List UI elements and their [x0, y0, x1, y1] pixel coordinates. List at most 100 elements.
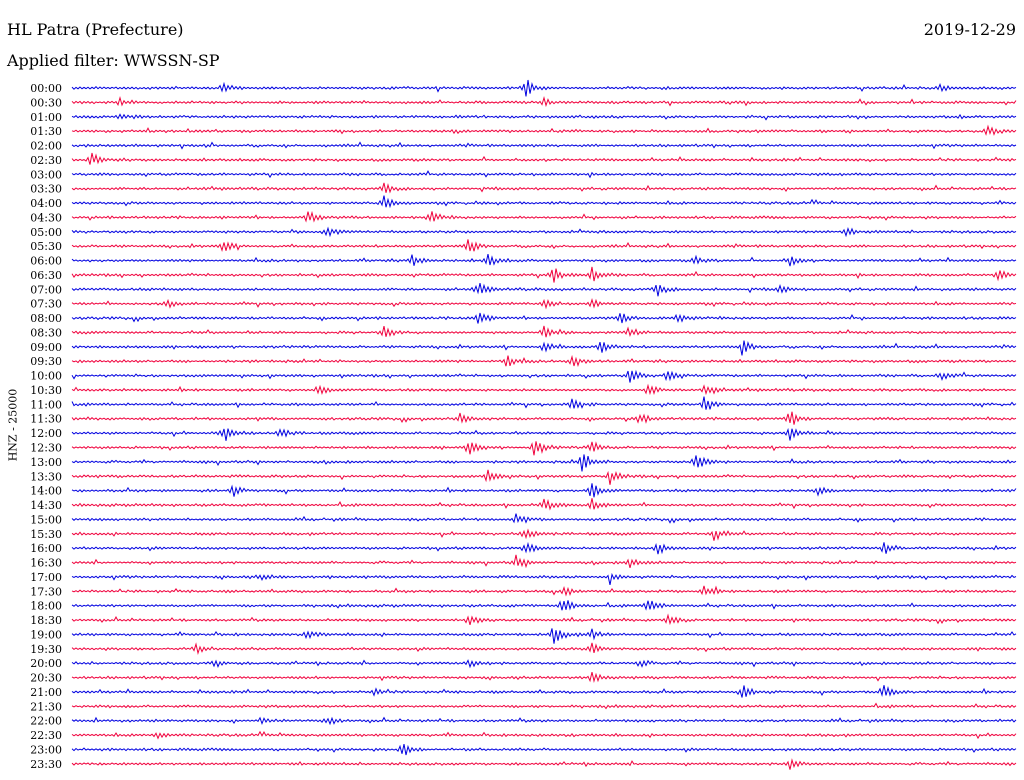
time-tick-label: 17:30: [30, 585, 62, 598]
time-tick-label: 14:30: [30, 499, 62, 512]
filter-label: Applied filter:: [7, 51, 119, 70]
time-tick-label: 12:00: [30, 427, 62, 440]
time-tick-label: 01:30: [30, 125, 62, 138]
time-tick-label: 10:00: [30, 370, 62, 383]
time-tick-label: 11:00: [30, 398, 62, 411]
trace-line: [71, 483, 1017, 498]
trace-line: [71, 210, 1017, 223]
time-tick-label: 05:30: [30, 240, 62, 253]
trace-line: [71, 282, 1017, 297]
time-tick-label: 22:30: [30, 729, 62, 742]
trace-line: [71, 195, 1017, 209]
trace-line: [71, 340, 1017, 356]
trace-line: [71, 298, 1017, 310]
time-tick-label: 02:00: [30, 140, 62, 153]
time-tick-label: 04:00: [30, 197, 62, 210]
time-tick-label: 00:00: [30, 82, 62, 95]
time-tick-label: 04:30: [30, 211, 62, 224]
trace-line: [71, 95, 1017, 108]
trace-line: [71, 369, 1017, 383]
trace-line: [71, 152, 1017, 165]
trace-line: [71, 266, 1017, 283]
time-tick-label: 16:00: [30, 542, 62, 555]
time-tick-label: 08:30: [30, 326, 62, 339]
trace-line: [71, 354, 1017, 367]
time-tick-label: 16:30: [30, 557, 62, 570]
time-tick-label: 21:00: [30, 686, 62, 699]
time-tick-label: 19:00: [30, 628, 62, 641]
time-tick-label: 18:30: [30, 614, 62, 627]
trace-line: [71, 730, 1017, 740]
trace-line: [71, 113, 1017, 121]
trace-line: [71, 743, 1017, 756]
trace-line: [71, 469, 1017, 485]
trace-line: [71, 600, 1017, 611]
time-tick-label: 20:00: [30, 657, 62, 670]
trace-line: [71, 541, 1017, 555]
time-tick-label: 22:00: [30, 715, 62, 728]
time-tick-label: 02:30: [30, 154, 62, 167]
trace-line: [71, 498, 1017, 511]
trace-line: [71, 642, 1017, 655]
time-tick-label: 09:00: [30, 341, 62, 354]
time-tick-label: 03:30: [30, 183, 62, 196]
time-tick-label: 05:00: [30, 226, 62, 239]
time-tick-label: 15:00: [30, 513, 62, 526]
time-tick-label: 13:30: [30, 470, 62, 483]
trace-line: [71, 325, 1017, 338]
time-tick-label: 11:30: [30, 413, 62, 426]
trace-line: [71, 79, 1017, 97]
trace-line: [71, 702, 1017, 710]
trace-line: [71, 427, 1017, 441]
time-tick-label: 07:30: [30, 298, 62, 311]
time-tick-label: 10:30: [30, 384, 62, 397]
trace-line: [71, 396, 1017, 410]
trace-line: [71, 671, 1017, 683]
trace-line: [71, 554, 1017, 569]
trace-line: [71, 226, 1017, 238]
trace-line: [71, 513, 1017, 524]
time-tick-label: 23:30: [30, 758, 62, 771]
trace-line: [71, 312, 1017, 324]
trace-line: [71, 613, 1017, 626]
time-tick-label: 12:30: [30, 442, 62, 455]
time-tick-label: 18:00: [30, 600, 62, 613]
time-tick-label: 15:30: [30, 528, 62, 541]
trace-line: [71, 716, 1017, 726]
trace-line: [71, 441, 1017, 456]
trace-line: [71, 170, 1017, 179]
trace-line: [71, 383, 1017, 396]
time-tick-label: 23:00: [30, 743, 62, 756]
station-title: HL Patra (Prefecture): [7, 20, 184, 39]
trace-line: [71, 141, 1017, 150]
time-tick-label: 17:00: [30, 571, 62, 584]
trace-line: [71, 685, 1017, 698]
trace-line: [71, 758, 1017, 770]
time-tick-label: 08:00: [30, 312, 62, 325]
trace-line: [71, 628, 1017, 644]
time-tick-label: 00:30: [30, 96, 62, 109]
time-tick-label: 21:30: [30, 700, 62, 713]
trace-line: [71, 411, 1017, 425]
filter-value: WWSSN-SP: [123, 51, 220, 70]
time-tick-label: 19:30: [30, 643, 62, 656]
record-date: 2019-12-29: [923, 20, 1016, 39]
time-tick-label: 07:00: [30, 283, 62, 296]
trace-line: [71, 572, 1017, 586]
trace-line: [71, 182, 1017, 194]
trace-line: [71, 124, 1017, 136]
trace-line: [71, 659, 1017, 669]
trace-line: [71, 454, 1017, 472]
filter-line: Applied filter: WWSSN-SP: [7, 52, 220, 70]
time-tick-label: 13:00: [30, 456, 62, 469]
time-tick-label: 14:00: [30, 485, 62, 498]
time-tick-label: 06:30: [30, 269, 62, 282]
trace-line: [71, 585, 1017, 597]
trace-group: [71, 79, 1017, 770]
time-tick-label: 09:30: [30, 355, 62, 368]
time-tick-label: 06:00: [30, 255, 62, 268]
time-tick-label: 01:00: [30, 111, 62, 124]
trace-line: [71, 239, 1017, 253]
trace-line: [71, 528, 1017, 541]
